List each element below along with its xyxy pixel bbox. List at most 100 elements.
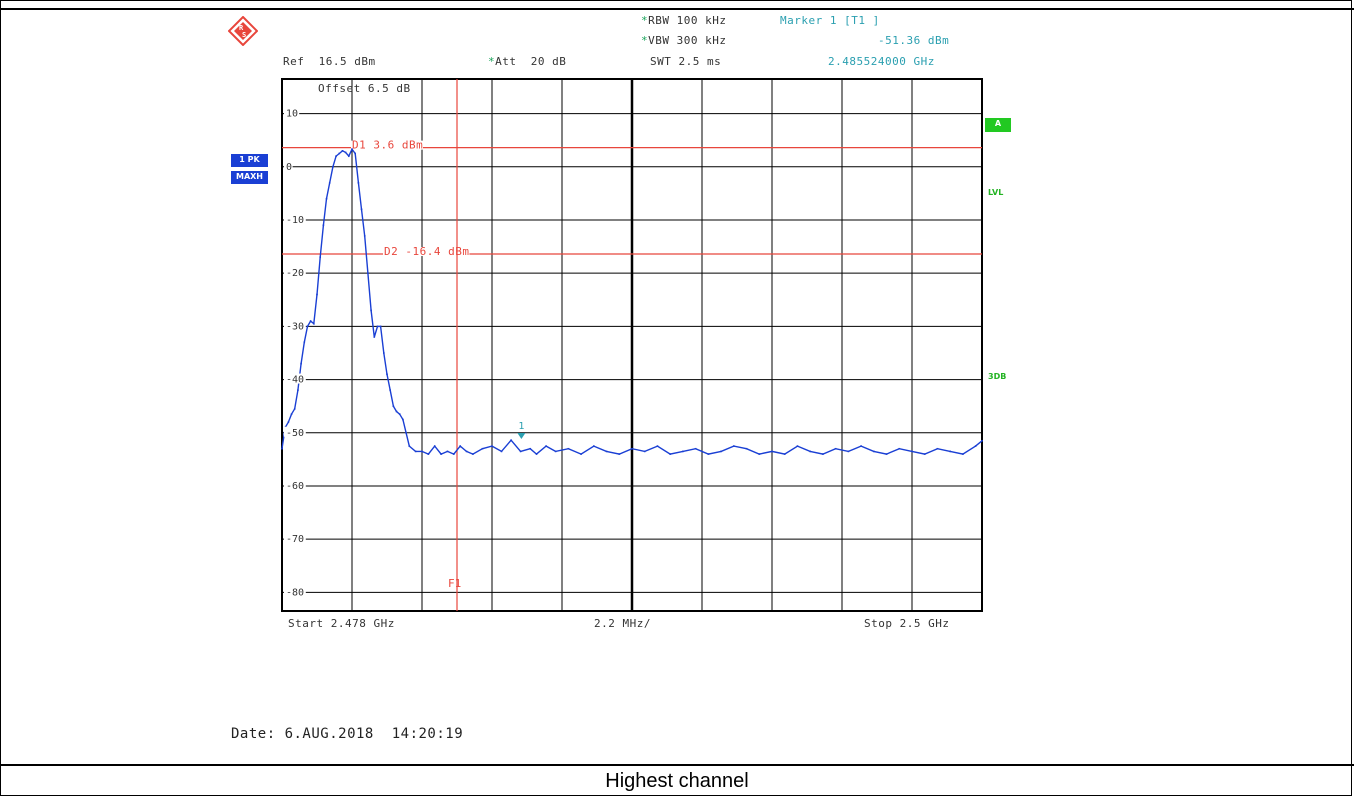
trace-point: [398, 413, 401, 415]
marker-title: Marker 1 [T1 ]: [780, 14, 880, 27]
caption-divider: [0, 764, 1354, 766]
trace-point: [491, 445, 493, 447]
marker-layer: 1: [517, 421, 526, 440]
trace-point: [529, 447, 531, 450]
trace-point: [510, 439, 512, 442]
trace-point: [682, 450, 684, 453]
trace-point: [694, 447, 697, 450]
trace-point: [367, 272, 369, 274]
trace-point: [332, 165, 334, 168]
tick-label-bg: [284, 160, 293, 171]
trace-point: [822, 453, 824, 455]
ref-level: Ref 16.5 dBm: [283, 55, 376, 68]
trace-point: [440, 453, 442, 455]
trace-point: [313, 322, 315, 325]
stop-frequency: Stop 2.5 GHz: [864, 617, 950, 630]
marker-triangle-icon: [517, 433, 526, 440]
trace-point: [783, 453, 786, 455]
trace-point: [405, 431, 407, 434]
trace-point: [300, 362, 302, 365]
att-text: Att 20 dB: [495, 55, 567, 68]
y-tick-label: -80: [286, 587, 304, 598]
lvl-label: LVL: [988, 188, 1004, 197]
trace-layer: [281, 147, 983, 456]
trace-point: [656, 445, 659, 447]
marker-level: -51.36 dBm: [878, 34, 950, 47]
trace-point: [500, 450, 503, 453]
y-tick-label: -60: [286, 481, 304, 492]
reference-lines: D1 3.6 dBm D2 -16.4 dBm F1: [282, 79, 982, 611]
star-icon: *: [641, 14, 649, 27]
trace-point: [373, 336, 376, 338]
marker-frequency: 2.485524000 GHz: [828, 55, 935, 68]
trace-point: [459, 445, 461, 447]
trace-point: [936, 447, 939, 450]
trace-point: [338, 152, 341, 155]
y-tick-label: -20: [286, 268, 304, 279]
tick-label-bg: [284, 320, 306, 331]
tick-label-bg: [284, 213, 306, 224]
trace-point: [395, 410, 398, 413]
grid: [281, 78, 983, 612]
trace-point: [306, 325, 309, 328]
trace-point: [335, 155, 337, 157]
trace-point: [860, 445, 862, 447]
y-tick-label: -30: [286, 321, 304, 332]
display-line-label-d1: D1 3.6 dBm: [352, 139, 423, 152]
trace-point: [911, 450, 913, 453]
vbw-text: VBW 300 kHz: [648, 34, 727, 47]
svg-text:S: S: [242, 31, 246, 39]
rbw-setting: *RBW 100 kHz: [641, 14, 726, 27]
trace-point: [376, 325, 379, 328]
trace-point: [643, 450, 646, 453]
trace-point: [605, 450, 608, 453]
y-tick-label: 0: [286, 162, 292, 173]
trace-point: [472, 453, 474, 455]
trace-point: [287, 421, 290, 423]
trace-point: [720, 450, 722, 453]
trace-point: [386, 373, 388, 376]
trace-point: [669, 453, 671, 455]
trace-point: [962, 453, 964, 455]
tick-label-bg: [284, 426, 306, 437]
svg-text:R: R: [239, 24, 244, 32]
vbw-setting: *VBW 300 kHz: [641, 34, 726, 47]
trace-point: [341, 150, 344, 152]
trace-point: [796, 445, 799, 447]
star-icon: *: [641, 34, 649, 47]
trace-point: [414, 450, 417, 453]
3db-label: 3DB: [988, 372, 1007, 381]
trace-point: [733, 445, 735, 447]
start-frequency: Start 2.478 GHz: [288, 617, 395, 630]
tick-label-bg: [284, 107, 300, 118]
trace-point: [303, 341, 306, 344]
trace-point: [316, 293, 318, 296]
a-badge: A: [985, 118, 1011, 132]
trace-point: [383, 352, 385, 354]
trace-point: [319, 256, 321, 259]
trace-point: [453, 453, 455, 455]
frequency-line-label: F1: [448, 577, 461, 590]
y-tick-labels: 10 0 -10 -20 -30 -40 -50 -60 -70 -80: [284, 107, 306, 598]
trace-point: [348, 155, 350, 157]
trace-point: [290, 413, 293, 415]
marker-label: 1: [518, 421, 524, 432]
trace-point: [834, 447, 837, 450]
offset-label: Offset 6.5 dB: [318, 82, 411, 95]
trace-point: [408, 445, 411, 447]
trace-point: [593, 445, 595, 447]
trace-point: [745, 447, 748, 450]
y-tick-label: -40: [286, 375, 304, 386]
trace-point: [389, 389, 391, 392]
trace-point: [981, 439, 983, 442]
trace-point: [357, 181, 360, 184]
display-line-label-d2: D2 -16.4 dBm: [384, 245, 469, 258]
trace-point: [847, 450, 850, 453]
trace-point: [281, 447, 283, 450]
attenuation-setting: *Att 20 dB: [488, 55, 566, 68]
tick-label-bg: [284, 373, 306, 384]
trace-point: [535, 453, 538, 455]
trace-point: [351, 148, 353, 151]
trace-point: [873, 450, 875, 453]
